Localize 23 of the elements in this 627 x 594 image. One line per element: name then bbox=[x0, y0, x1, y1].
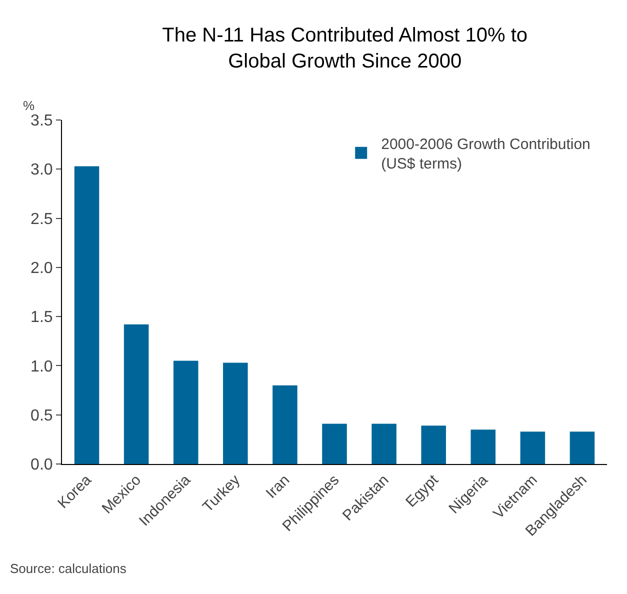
source-note: Source: calculations bbox=[10, 561, 127, 576]
y-tick-label: 1.0 bbox=[30, 358, 53, 376]
y-axis-title: % bbox=[23, 98, 35, 113]
y-tick-label: 2.0 bbox=[30, 260, 53, 278]
bar bbox=[372, 424, 396, 464]
bar bbox=[223, 362, 248, 464]
y-tick-label: 0.5 bbox=[30, 407, 53, 424]
bar bbox=[322, 424, 347, 464]
y-tick-label: 3.0 bbox=[30, 162, 53, 179]
y-tick-label: 3.5 bbox=[30, 112, 53, 130]
legend-label: 2000-2006 Growth Contribution (US$ terms) bbox=[381, 136, 590, 172]
y-tick-label: 2.5 bbox=[30, 210, 53, 228]
y-tick-label: 1.5 bbox=[30, 309, 53, 326]
bar bbox=[124, 324, 149, 464]
bar bbox=[173, 360, 198, 464]
bar bbox=[421, 426, 446, 464]
bar bbox=[520, 432, 546, 464]
bar bbox=[74, 166, 100, 464]
bar bbox=[272, 385, 298, 464]
bar bbox=[470, 430, 496, 464]
bar bbox=[570, 432, 595, 464]
y-tick-label: 0.0 bbox=[30, 456, 53, 474]
chart-title: The N-11 Has Contributed Almost 10% to Global Growth Since 2000 bbox=[162, 24, 528, 73]
